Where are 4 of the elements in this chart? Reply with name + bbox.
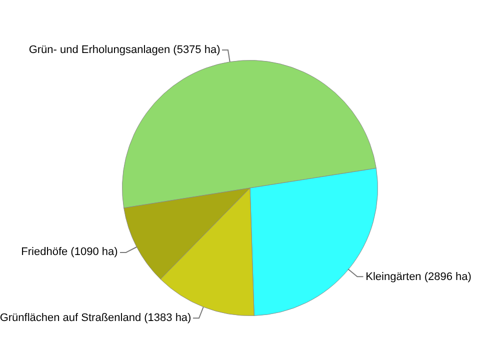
slice-label: Grün- und Erholungsanlagen (5375 ha)	[28, 44, 220, 56]
slice-label: Friedhöfe (1090 ha)	[21, 246, 118, 258]
slice-label: Grünflächen auf Straßenland (1383 ha)	[0, 312, 192, 324]
slice-label: Kleingärten (2896 ha)	[366, 271, 472, 284]
